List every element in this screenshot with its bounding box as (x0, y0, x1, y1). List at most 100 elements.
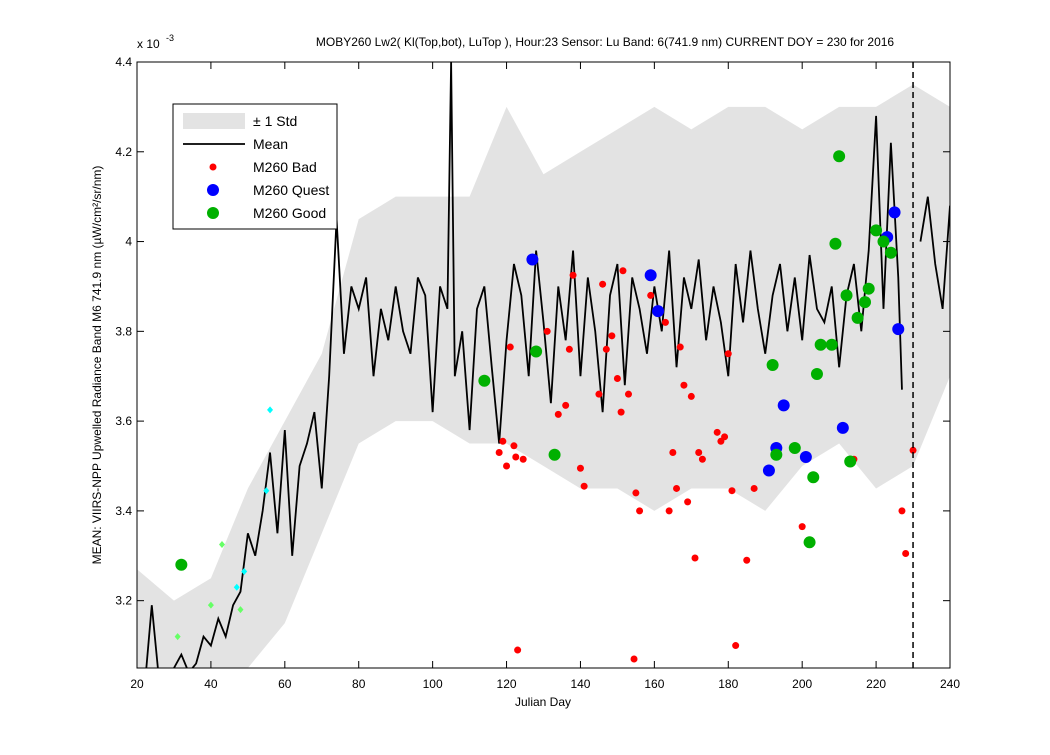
multiplier: x 10 (137, 37, 160, 51)
marker (661, 318, 669, 326)
marker (630, 655, 638, 663)
marker (810, 367, 823, 380)
marker (721, 433, 729, 441)
x-tick-label: 100 (423, 677, 443, 691)
legend-swatch (207, 207, 219, 219)
legend-label: Mean (253, 136, 288, 152)
marker (576, 464, 584, 472)
y-tick-label: 3.8 (115, 324, 132, 338)
marker (673, 484, 681, 492)
marker (207, 601, 214, 609)
marker (495, 449, 503, 457)
marker (892, 323, 905, 336)
legend-swatch (209, 163, 217, 171)
multiplier-exp: -3 (166, 33, 174, 43)
marker (175, 558, 188, 571)
marker (624, 390, 632, 398)
marker (503, 462, 511, 470)
marker (762, 464, 775, 477)
marker (888, 206, 901, 219)
marker (844, 455, 857, 468)
chart-title: MOBY260 Lw2( Kl(Top,bot), LuTop ), Hour:… (316, 35, 895, 49)
marker (526, 253, 539, 266)
y-tick-label: 4.4 (115, 55, 132, 69)
marker (859, 296, 872, 309)
marker (902, 550, 910, 558)
marker (510, 442, 518, 450)
marker (898, 507, 906, 515)
marker (884, 246, 897, 259)
y-tick-label: 3.2 (115, 594, 132, 608)
marker (807, 471, 820, 484)
legend-swatch (207, 184, 219, 196)
marker (777, 399, 790, 412)
legend-label: M260 Good (253, 205, 326, 221)
legend-swatch (183, 113, 245, 129)
x-tick-label: 140 (570, 677, 590, 691)
marker (554, 410, 562, 418)
marker (833, 150, 846, 163)
marker (595, 390, 603, 398)
marker (530, 345, 543, 358)
marker (506, 343, 514, 351)
marker (691, 554, 699, 562)
marker (870, 224, 883, 237)
marker (267, 406, 274, 414)
legend-label: ± 1 Std (253, 113, 297, 129)
marker (687, 392, 695, 400)
marker (543, 327, 551, 335)
marker (608, 332, 616, 340)
marker (613, 374, 621, 382)
marker (724, 350, 732, 358)
marker (599, 280, 607, 288)
marker (652, 305, 665, 318)
marker (840, 289, 853, 302)
y-tick-label: 4 (125, 235, 132, 249)
x-tick-label: 180 (718, 677, 738, 691)
marker (665, 507, 673, 515)
std-band (137, 84, 950, 668)
legend-label: M260 Bad (253, 159, 317, 175)
marker (676, 343, 684, 351)
marker (814, 338, 827, 351)
marker (836, 421, 849, 434)
marker (803, 536, 816, 549)
marker (580, 482, 588, 490)
marker (548, 448, 561, 461)
marker (770, 448, 783, 461)
marker (241, 567, 248, 575)
marker (680, 381, 688, 389)
marker (233, 583, 240, 591)
marker (499, 437, 507, 445)
marker (644, 269, 657, 282)
marker (695, 449, 703, 457)
marker (617, 408, 625, 416)
marker (562, 401, 570, 409)
marker (669, 449, 677, 457)
mean-line (145, 62, 950, 668)
x-tick-label: 200 (792, 677, 812, 691)
marker (237, 606, 244, 614)
marker (602, 345, 610, 353)
x-axis-label: Julian Day (515, 695, 571, 709)
marker (647, 291, 655, 299)
legend-label: M260 Quest (253, 182, 329, 198)
x-tick-label: 240 (940, 677, 960, 691)
x-tick-label: 60 (278, 677, 292, 691)
marker (478, 374, 491, 387)
marker (565, 345, 573, 353)
marker (728, 487, 736, 495)
y-tick-label: 3.4 (115, 504, 132, 518)
marker (798, 523, 806, 531)
marker (519, 455, 527, 463)
marker (684, 498, 692, 506)
marker (512, 453, 520, 461)
x-tick-label: 40 (204, 677, 218, 691)
marker (851, 311, 864, 324)
marker (743, 556, 751, 564)
y-tick-label: 3.6 (115, 414, 132, 428)
y-axis-label: MEAN: VIIRS-NPP Upwelled Radiance Band M… (90, 166, 104, 565)
x-tick-label: 80 (352, 677, 366, 691)
